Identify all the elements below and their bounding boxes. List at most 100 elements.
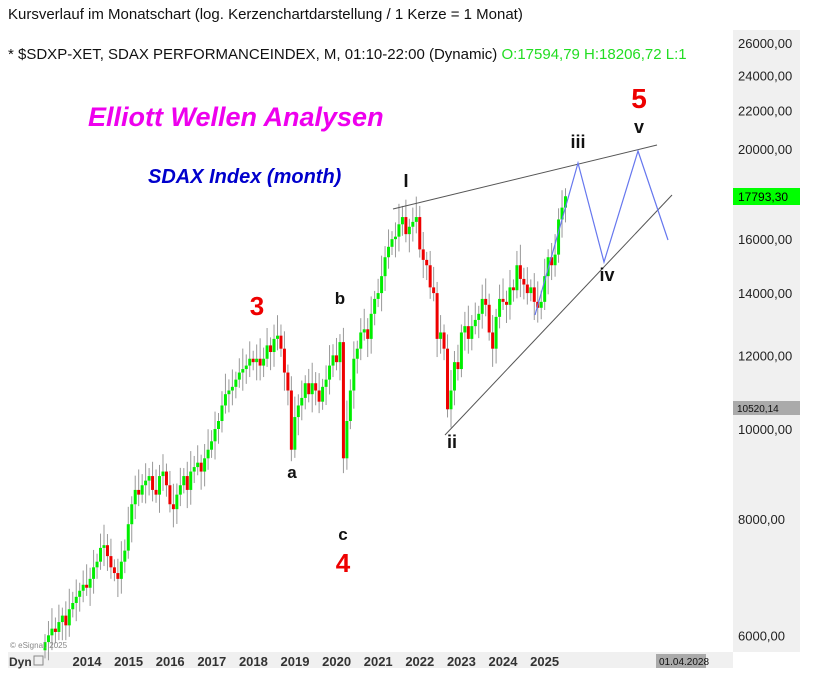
candle-body [501, 298, 505, 302]
y-tick-label: 12000,00 [738, 348, 792, 363]
y-tick-label: 22000,00 [738, 104, 792, 119]
candle-body [477, 313, 481, 320]
candle-body [275, 335, 279, 339]
candle-body [338, 342, 342, 363]
marker-price-box [733, 401, 800, 415]
candle-body [296, 405, 300, 418]
price-axis[interactable] [733, 30, 800, 652]
candle-body [140, 485, 144, 495]
candle-body [355, 348, 359, 359]
candle-body [203, 458, 207, 472]
candle-body [74, 596, 78, 603]
candle-body [529, 287, 533, 294]
x-tick-label: 2019 [281, 654, 310, 669]
y-tick-label: 6000,00 [738, 628, 785, 643]
candle-body [95, 561, 99, 568]
candle-body [265, 345, 269, 359]
candle-body [92, 567, 96, 579]
time-axis[interactable] [8, 652, 733, 668]
y-tick-label: 8000,00 [738, 512, 785, 527]
lock-icon [33, 655, 44, 666]
candle-body [178, 485, 182, 495]
candle-body [272, 338, 276, 353]
x-tick-label: 2016 [156, 654, 185, 669]
candle-body [522, 278, 526, 285]
candle-body [317, 390, 321, 402]
candle-body [564, 196, 567, 208]
candle-body [189, 471, 193, 490]
candle-body [71, 602, 75, 610]
candle-body [334, 355, 338, 363]
candle-body [557, 219, 561, 255]
candle-body [518, 265, 522, 279]
candle-body [508, 287, 512, 305]
candle-body [99, 547, 103, 562]
candle-body [53, 628, 57, 632]
x-tick-label: 2025 [530, 654, 559, 669]
candle-body [362, 329, 366, 333]
candle-body [119, 561, 123, 579]
wave-label-b: b [335, 289, 345, 308]
candle-body [459, 332, 463, 370]
candle-body [505, 301, 509, 305]
candle-body [307, 383, 311, 395]
headline: Elliott Wellen Analysen [88, 102, 384, 132]
candle-body [262, 358, 266, 366]
candle-body [428, 265, 432, 288]
x-tick-label: 2024 [489, 654, 519, 669]
candle-body [383, 257, 387, 277]
candle-body [560, 207, 564, 220]
candle-body [425, 259, 429, 266]
y-tick-label: 16000,00 [738, 232, 792, 247]
candle-body [147, 476, 151, 481]
candle-body [223, 394, 227, 406]
x-tick-label: 2015 [114, 654, 143, 669]
x-tick-label: 2023 [447, 654, 476, 669]
candle-body [116, 573, 120, 579]
candle-body [352, 358, 356, 391]
candle-body [154, 489, 158, 495]
candle-body [314, 383, 318, 391]
candle-body [421, 249, 425, 260]
candle-body [491, 332, 495, 349]
candle-body [341, 342, 345, 459]
candle-body [175, 494, 179, 510]
candle-body [67, 609, 71, 626]
candle-body [452, 362, 456, 391]
candle-body [473, 319, 477, 327]
candle-body [151, 476, 155, 490]
candle-body [248, 358, 252, 366]
candle-body [64, 615, 68, 626]
candle-body [390, 239, 394, 247]
candle-body [199, 462, 203, 472]
candle-body [244, 365, 248, 370]
ohlc-readout: O:17594,79 H:18206,72 L:1 [501, 46, 687, 63]
candle-body [456, 362, 460, 370]
symbol-line: * $SDXP-XET, SDAX PERFORMANCEINDEX, M, 0… [8, 46, 687, 63]
candle-body [449, 390, 453, 410]
y-tick-label: 10000,00 [738, 422, 792, 437]
candle-body [269, 345, 273, 353]
candle-body [171, 504, 175, 510]
candle-body [446, 348, 450, 410]
candle-body [164, 471, 168, 486]
candle-body [376, 293, 380, 299]
candle-body [123, 550, 127, 562]
candle-body [539, 301, 543, 308]
candle-body [532, 287, 536, 302]
wave-label-a: a [287, 463, 297, 482]
candle-body [105, 545, 109, 557]
candle-body [359, 332, 363, 349]
y-tick-label: 24000,00 [738, 68, 792, 83]
candle-body [43, 642, 47, 651]
y-tick-label: 26000,00 [738, 36, 792, 51]
candle-body [328, 365, 332, 380]
lower-trendline [444, 194, 673, 436]
candle-body [525, 284, 529, 294]
upper-trendline [392, 144, 658, 210]
candle-body [227, 390, 231, 395]
candle-body [397, 224, 401, 237]
candle-body [241, 369, 245, 373]
wave-label-w4: 4 [336, 548, 351, 578]
